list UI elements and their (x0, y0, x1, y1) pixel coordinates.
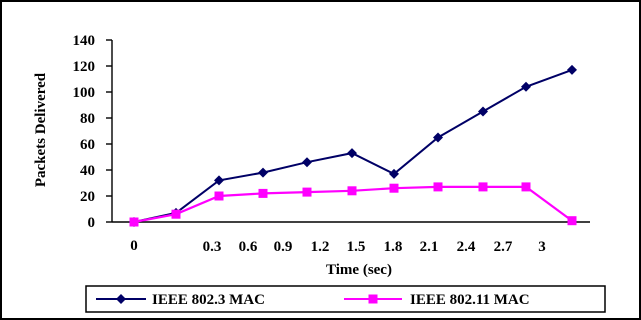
data-point (433, 132, 443, 143)
data-point (258, 167, 268, 178)
x-tick-label: 0 (130, 238, 138, 254)
x-tick-label: 1.5 (347, 239, 366, 255)
x-tick-label: 0.6 (239, 239, 258, 255)
data-point (478, 182, 488, 192)
x-tick-label: 2.4 (457, 239, 476, 255)
y-axis-title: Packets Delivered (33, 72, 49, 187)
plot-area: 0 20 40 60 80 100 120 140 0 0.3 0.6 0.9 1.2 1.5 1.8 2.1… (73, 33, 590, 255)
y-tick-label: 0 (88, 215, 96, 231)
data-point (567, 216, 577, 226)
data-point (171, 209, 181, 219)
data-point (433, 182, 443, 192)
data-point (214, 191, 224, 201)
x-tick-label: 2.7 (494, 239, 513, 255)
legend-marker (116, 294, 126, 304)
legend-box (85, 285, 606, 313)
data-point (302, 187, 312, 197)
x-axis-title: Time (sec) (326, 262, 392, 278)
data-point (389, 183, 399, 193)
x-tick-label: 0.9 (274, 239, 293, 255)
x-tick-label: 3 (538, 239, 546, 255)
data-point (302, 157, 312, 168)
data-point (258, 188, 268, 198)
legend-marker (368, 294, 378, 304)
data-point (567, 64, 577, 75)
data-point (214, 175, 224, 186)
y-tick-label: 140 (73, 33, 96, 49)
y-tick-label: 40 (80, 163, 95, 179)
legend-label: IEEE 802.3 MAC (152, 292, 265, 308)
data-point (521, 182, 531, 192)
data-point (521, 81, 531, 92)
y-tick-label: 80 (80, 111, 95, 127)
data-point (129, 217, 139, 227)
legend: IEEE 802.3 MAC IEEE 802.11 MAC (85, 285, 606, 313)
x-tick-label: 0.3 (203, 239, 222, 255)
y-tick-label: 120 (73, 59, 96, 75)
y-tick-label: 60 (80, 137, 95, 153)
data-point (389, 168, 399, 179)
legend-label: IEEE 802.11 MAC (410, 292, 530, 308)
data-point (347, 186, 357, 196)
y-tick-label: 100 (73, 85, 96, 101)
x-tick-label: 2.1 (420, 239, 439, 255)
x-tick-label: 1.2 (311, 239, 330, 255)
data-point (347, 148, 357, 159)
y-tick-label: 20 (80, 189, 95, 205)
x-tick-label: 1.8 (384, 239, 403, 255)
data-point (478, 106, 488, 117)
